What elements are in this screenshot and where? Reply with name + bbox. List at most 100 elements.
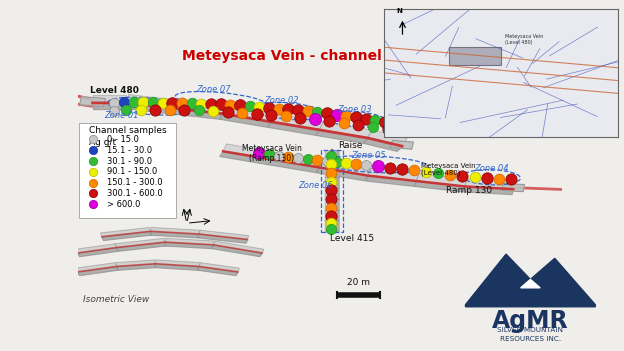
Text: Meteysaca Vein
(Level 480): Meteysaca Vein (Level 480) — [505, 34, 544, 45]
Polygon shape — [417, 174, 467, 186]
Point — [310, 117, 320, 122]
Point — [121, 107, 132, 113]
Point — [180, 107, 190, 113]
Polygon shape — [212, 245, 262, 257]
Point — [197, 101, 207, 107]
Text: Zone 04: Zone 04 — [474, 164, 509, 173]
Text: Zone 05: Zone 05 — [351, 151, 386, 160]
Point — [326, 220, 336, 225]
Polygon shape — [325, 188, 330, 200]
Text: Zone 01: Zone 01 — [105, 111, 139, 120]
Point — [252, 111, 262, 117]
Text: > 600.0: > 600.0 — [107, 200, 140, 209]
Polygon shape — [172, 108, 224, 119]
Polygon shape — [224, 106, 275, 122]
Point — [341, 113, 351, 119]
Point — [324, 118, 334, 124]
Bar — [321, 150, 343, 232]
Text: Level 415: Level 415 — [331, 234, 374, 243]
Point — [373, 164, 383, 169]
FancyBboxPatch shape — [79, 123, 176, 218]
Point — [313, 110, 323, 115]
Text: Meteysaca Vein
(Ramp 130): Meteysaca Vein (Ramp 130) — [241, 144, 301, 163]
Polygon shape — [115, 238, 165, 248]
Point — [326, 226, 336, 232]
Text: Isometric View: Isometric View — [83, 294, 149, 304]
Point — [245, 103, 255, 109]
Text: 150.1 - 300.0: 150.1 - 300.0 — [107, 178, 163, 187]
Point — [89, 137, 99, 142]
Polygon shape — [330, 150, 339, 157]
Text: Raise: Raise — [338, 140, 363, 150]
Point — [235, 102, 245, 108]
Polygon shape — [175, 100, 225, 113]
Point — [326, 161, 336, 167]
Polygon shape — [273, 114, 323, 130]
Text: 20 m: 20 m — [347, 278, 370, 287]
Text: N: N — [397, 8, 402, 14]
Polygon shape — [330, 199, 339, 211]
Polygon shape — [117, 264, 156, 270]
Polygon shape — [198, 234, 248, 243]
Point — [89, 147, 99, 153]
Point — [206, 101, 216, 107]
Text: Level 480: Level 480 — [90, 86, 139, 95]
Polygon shape — [155, 264, 199, 270]
Polygon shape — [165, 238, 214, 245]
Polygon shape — [330, 155, 339, 168]
Point — [109, 100, 119, 106]
Point — [89, 191, 99, 196]
Polygon shape — [325, 166, 330, 179]
Polygon shape — [101, 227, 150, 237]
Point — [341, 160, 351, 166]
Polygon shape — [77, 267, 119, 276]
Polygon shape — [200, 263, 239, 272]
Point — [361, 116, 371, 121]
Polygon shape — [155, 260, 200, 267]
Point — [383, 126, 392, 132]
Polygon shape — [325, 199, 330, 211]
Point — [148, 100, 158, 105]
Point — [274, 153, 284, 158]
Polygon shape — [124, 103, 175, 114]
Point — [326, 196, 336, 202]
Polygon shape — [316, 130, 369, 144]
Text: 0 - 15.0: 0 - 15.0 — [107, 135, 139, 144]
Polygon shape — [151, 227, 200, 234]
Point — [397, 166, 407, 172]
Point — [326, 170, 336, 176]
Text: 15.1 - 30.0: 15.1 - 30.0 — [107, 146, 152, 155]
Point — [322, 158, 332, 164]
Text: Meteysaca Vein
(Level 480): Meteysaca Vein (Level 480) — [421, 163, 476, 176]
Point — [89, 201, 99, 207]
Point — [457, 173, 467, 178]
Point — [109, 108, 119, 114]
Polygon shape — [325, 177, 330, 190]
Point — [446, 172, 456, 177]
Text: 300.1 - 600.0: 300.1 - 600.0 — [107, 189, 163, 198]
Point — [194, 108, 204, 113]
Point — [339, 120, 349, 125]
Point — [139, 99, 149, 105]
Polygon shape — [366, 176, 417, 186]
Polygon shape — [76, 263, 116, 272]
Polygon shape — [330, 188, 339, 200]
Point — [433, 170, 443, 176]
Point — [421, 169, 431, 175]
Bar — [449, 47, 500, 65]
Point — [313, 157, 323, 163]
Point — [167, 100, 177, 106]
Point — [494, 176, 504, 181]
Point — [223, 109, 233, 115]
Polygon shape — [197, 267, 238, 276]
Text: Channel samples
Ag g/t: Channel samples Ag g/t — [89, 126, 166, 147]
Point — [293, 155, 303, 161]
Text: RESOURCES INC.: RESOURCES INC. — [500, 336, 561, 342]
Point — [385, 165, 395, 170]
Polygon shape — [79, 97, 105, 107]
Point — [293, 107, 303, 113]
Polygon shape — [466, 254, 595, 307]
Text: AgMR: AgMR — [492, 310, 568, 333]
Polygon shape — [116, 243, 167, 251]
Polygon shape — [325, 220, 330, 233]
